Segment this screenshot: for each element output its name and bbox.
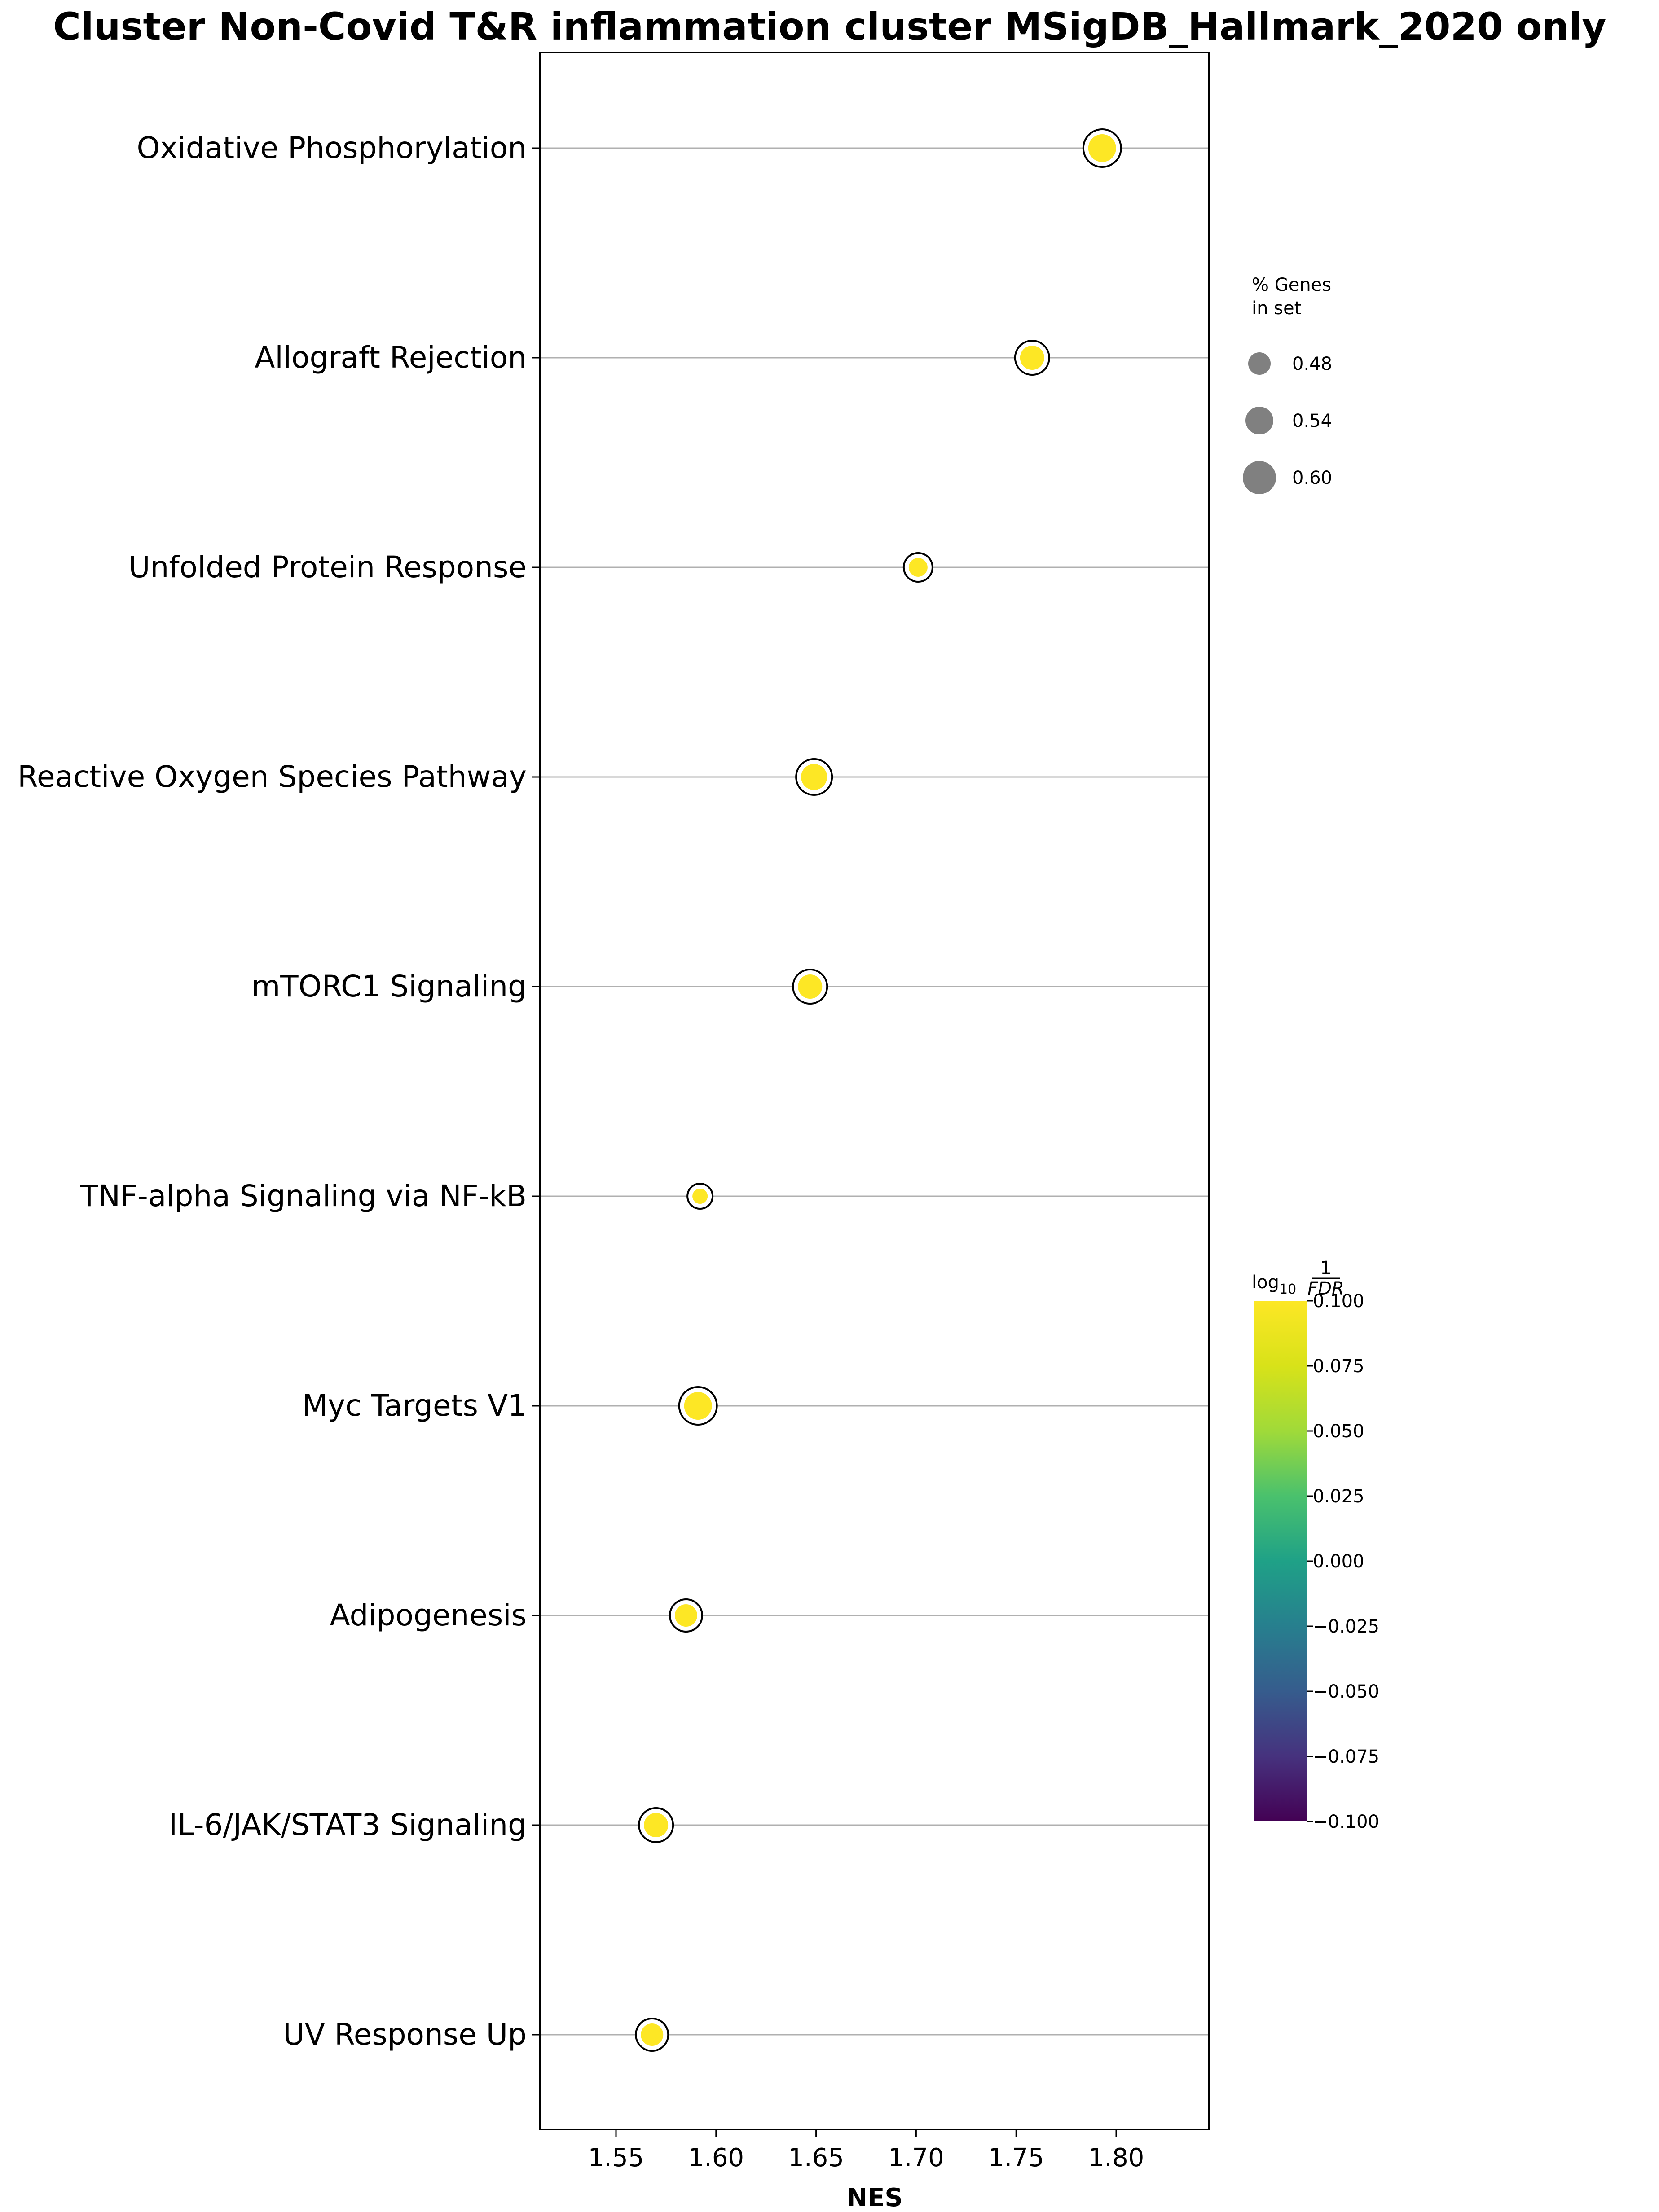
chart-title: Cluster Non-Covid T&R inflammation clust… <box>53 4 1606 48</box>
colorbar-tick-label: −0.100 <box>1313 1812 1379 1832</box>
data-point <box>641 2023 664 2046</box>
size-legend-title-line1: % Genes <box>1252 275 1331 295</box>
x-axis-ticks: 1.55 1.60 1.65 1.70 1.75 1.80 <box>588 2129 1144 2172</box>
colorbar-tick-label: −0.075 <box>1313 1747 1379 1767</box>
x-tick-label: 1.80 <box>1088 2143 1144 2172</box>
y-tick-label: Myc Targets V1 <box>302 1388 527 1423</box>
y-tick-label: Allograft Rejection <box>255 340 527 375</box>
size-legend-label: 0.60 <box>1292 468 1332 488</box>
size-legend-marker <box>1248 352 1271 375</box>
y-tick-label: Adipogenesis <box>330 1598 527 1633</box>
x-axis-label: NES <box>846 2183 902 2212</box>
colorbar-tick-label: 0.025 <box>1313 1486 1364 1507</box>
size-legend-title-line2: in set <box>1252 298 1301 319</box>
colorbar-label-denominator: FDR <box>1307 1278 1344 1299</box>
x-tick-label: 1.75 <box>988 2143 1044 2172</box>
y-tick-label: mTORC1 Signaling <box>251 969 527 1004</box>
colorbar-tick-label: 0.000 <box>1313 1551 1364 1572</box>
y-tick-label: TNF-alpha Signaling via NF-kB <box>79 1179 527 1213</box>
x-tick-label: 1.65 <box>788 2143 844 2172</box>
x-tick-label: 1.60 <box>688 2143 744 2172</box>
y-tick-label: Oxidative Phosphorylation <box>137 131 527 165</box>
data-point <box>644 1813 669 1837</box>
data-point <box>801 764 827 790</box>
data-points <box>635 128 1122 2052</box>
data-point <box>908 558 928 577</box>
data-point <box>798 974 823 999</box>
colorbar-label-log: log <box>1252 1272 1279 1293</box>
colorbar-label-base: 10 <box>1279 1282 1296 1297</box>
size-legend-marker <box>1245 407 1273 434</box>
colorbar-tick-label: −0.025 <box>1313 1616 1379 1637</box>
plot-area-frame <box>539 52 1210 2130</box>
data-point <box>684 1392 712 1420</box>
x-tick-label: 1.70 <box>888 2143 944 2172</box>
y-tick-label: UV Response Up <box>283 2017 527 2052</box>
colorbar-label: log10 <box>1252 1272 1296 1297</box>
data-point <box>1020 346 1044 370</box>
colorbar: log10 1 FDR 0.100 0.075 0.050 0.025 0.000 −0.… <box>1252 1258 1379 1832</box>
y-tick-label: Reactive Oxygen Species Pathway <box>18 759 527 794</box>
colorbar-tick-label: 0.075 <box>1313 1356 1364 1377</box>
size-legend-marker <box>1243 461 1276 494</box>
colorbar-tick-label: 0.100 <box>1313 1291 1364 1312</box>
data-point <box>1088 134 1116 162</box>
y-tick-label: Unfolded Protein Response <box>128 550 527 584</box>
size-legend-label: 0.48 <box>1292 354 1332 374</box>
category-labels: Oxidative Phosphorylation Allograft Rejec… <box>18 131 540 2052</box>
colorbar-tick-label: 0.050 <box>1313 1421 1364 1442</box>
colorbar-label-numerator: 1 <box>1320 1258 1331 1278</box>
data-point <box>674 1604 697 1627</box>
x-tick-label: 1.55 <box>588 2143 644 2172</box>
grid-lines <box>540 147 1209 2036</box>
size-legend-label: 0.54 <box>1292 411 1332 431</box>
size-legend: % Genes in set 0.48 0.54 0.60 <box>1243 275 1332 494</box>
data-point <box>692 1189 708 1204</box>
colorbar-tick-label: −0.050 <box>1313 1681 1379 1702</box>
y-tick-label: IL-6/JAK/STAT3 Signaling <box>169 1808 527 1842</box>
colorbar-gradient <box>1254 1301 1307 1821</box>
